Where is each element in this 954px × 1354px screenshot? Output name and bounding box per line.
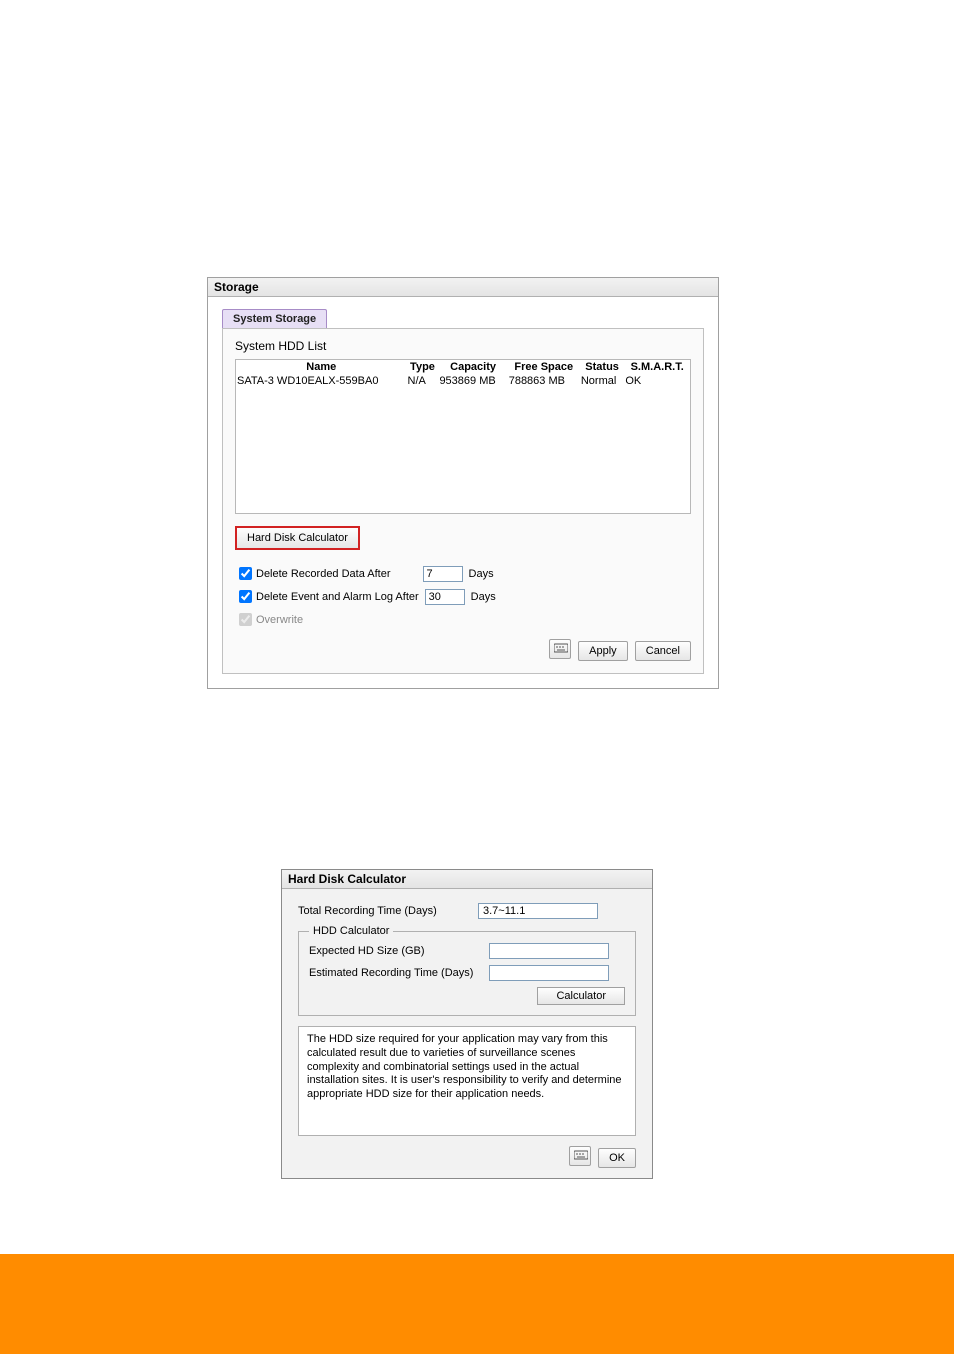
col-free-space[interactable]: Free Space xyxy=(508,360,580,374)
table-row[interactable]: SATA-3 WD10EALX-559BA0 N/A 953869 MB 788… xyxy=(236,374,690,388)
overwrite-label: Overwrite xyxy=(256,614,303,626)
cell-smart: OK xyxy=(624,374,690,388)
total-recording-label: Total Recording Time (Days) xyxy=(298,905,478,917)
overwrite-checkbox xyxy=(239,613,252,626)
storage-title: Storage xyxy=(208,278,718,297)
days-label-2: Days xyxy=(471,591,496,603)
delete-log-label: Delete Event and Alarm Log After xyxy=(256,591,419,603)
days-label-1: Days xyxy=(469,568,494,580)
hdd-calculator-legend: HDD Calculator xyxy=(309,925,393,937)
hdd-table: Name Type Capacity Free Space Status S.M… xyxy=(235,359,691,514)
cell-free: 788863 MB xyxy=(508,374,580,388)
storage-body: System Storage System HDD List Name Type… xyxy=(208,297,718,688)
keyboard-icon[interactable] xyxy=(549,639,571,659)
keyboard-icon[interactable] xyxy=(569,1146,591,1166)
cell-capacity: 953869 MB xyxy=(438,374,507,388)
col-type[interactable]: Type xyxy=(407,360,439,374)
estimated-time-input[interactable] xyxy=(489,965,609,981)
ok-button[interactable]: OK xyxy=(598,1148,636,1168)
table-header-row: Name Type Capacity Free Space Status S.M… xyxy=(236,360,690,374)
cancel-button[interactable]: Cancel xyxy=(635,641,691,661)
storage-window: Storage System Storage System HDD List N… xyxy=(207,277,719,689)
col-capacity[interactable]: Capacity xyxy=(438,360,507,374)
col-name[interactable]: Name xyxy=(236,360,407,374)
hdd-list-title: System HDD List xyxy=(235,339,691,353)
footer-bar xyxy=(0,1254,954,1354)
calculator-window: Hard Disk Calculator Total Recording Tim… xyxy=(281,869,653,1179)
delete-recorded-days-input[interactable] xyxy=(423,566,463,582)
delete-log-days-input[interactable] xyxy=(425,589,465,605)
estimated-time-label: Estimated Recording Time (Days) xyxy=(309,967,489,979)
delete-recorded-label: Delete Recorded Data After xyxy=(256,568,391,580)
expected-size-label: Expected HD Size (GB) xyxy=(309,945,489,957)
total-recording-value xyxy=(478,903,598,919)
calculator-title: Hard Disk Calculator xyxy=(282,870,652,889)
col-smart[interactable]: S.M.A.R.T. xyxy=(624,360,690,374)
calculator-button[interactable]: Calculator xyxy=(537,987,625,1005)
apply-button[interactable]: Apply xyxy=(578,641,628,661)
expected-size-input[interactable] xyxy=(489,943,609,959)
cell-status: Normal xyxy=(580,374,625,388)
tab-system-storage[interactable]: System Storage xyxy=(222,309,327,328)
delete-recorded-checkbox[interactable] xyxy=(239,567,252,580)
disclaimer-text: The HDD size required for your applicati… xyxy=(298,1026,636,1136)
storage-tab-content: System HDD List Name Type Capacity Free … xyxy=(222,328,704,674)
delete-log-checkbox[interactable] xyxy=(239,590,252,603)
hdd-calculator-group: HDD Calculator Expected HD Size (GB) Est… xyxy=(298,925,636,1016)
cell-name: SATA-3 WD10EALX-559BA0 xyxy=(236,374,407,388)
col-status[interactable]: Status xyxy=(580,360,625,374)
hard-disk-calculator-button[interactable]: Hard Disk Calculator xyxy=(235,526,360,550)
cell-type: N/A xyxy=(407,374,439,388)
